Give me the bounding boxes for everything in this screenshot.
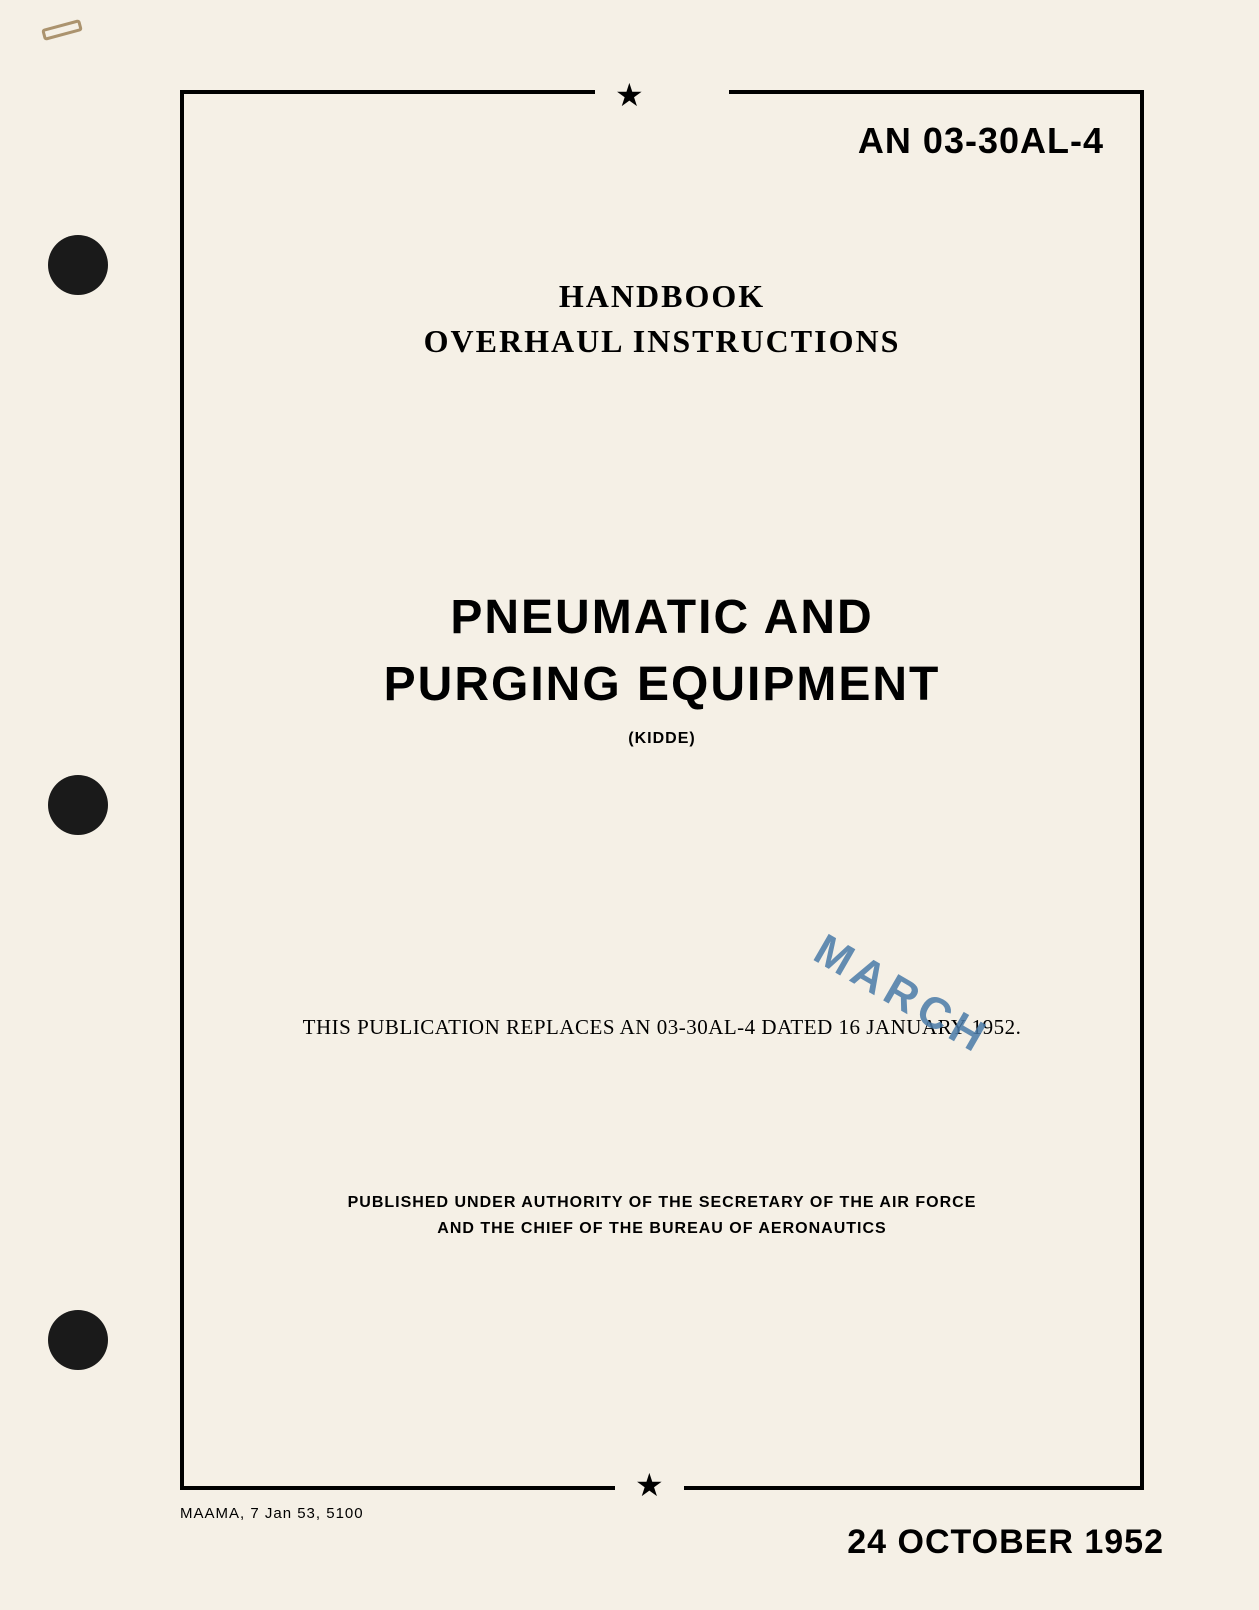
title-line-1: PNEUMATIC AND <box>180 590 1144 645</box>
document-page: ★ ★ AN 03-30AL-4 HANDBOOK OVERHAUL INSTR… <box>0 0 1259 1610</box>
staple-mark <box>41 19 83 41</box>
replaces-statement: THIS PUBLICATION REPLACES AN 03-30AL-4 D… <box>180 1015 1144 1040</box>
authority-block: PUBLISHED UNDER AUTHORITY OF THE SECRETA… <box>180 1190 1144 1241</box>
authority-line-1: PUBLISHED UNDER AUTHORITY OF THE SECRETA… <box>180 1190 1144 1216</box>
header-handbook: HANDBOOK <box>180 278 1144 315</box>
title-block: PNEUMATIC AND PURGING EQUIPMENT (KIDDE) <box>180 590 1144 748</box>
punch-hole <box>48 235 108 295</box>
punch-hole <box>48 775 108 835</box>
title-manufacturer: (KIDDE) <box>180 730 1144 748</box>
footer-publication-date: 24 OCTOBER 1952 <box>847 1523 1164 1562</box>
star-icon: ★ <box>615 1466 684 1504</box>
footer-print-info: MAAMA, 7 Jan 53, 5100 <box>180 1505 364 1522</box>
authority-line-2: AND THE CHIEF OF THE BUREAU OF AERONAUTI… <box>180 1216 1144 1242</box>
header-instructions: OVERHAUL INSTRUCTIONS <box>180 323 1144 360</box>
document-number: AN 03-30AL-4 <box>858 120 1104 162</box>
punch-hole <box>48 1310 108 1370</box>
header-block: HANDBOOK OVERHAUL INSTRUCTIONS <box>180 278 1144 360</box>
title-line-2: PURGING EQUIPMENT <box>180 657 1144 712</box>
